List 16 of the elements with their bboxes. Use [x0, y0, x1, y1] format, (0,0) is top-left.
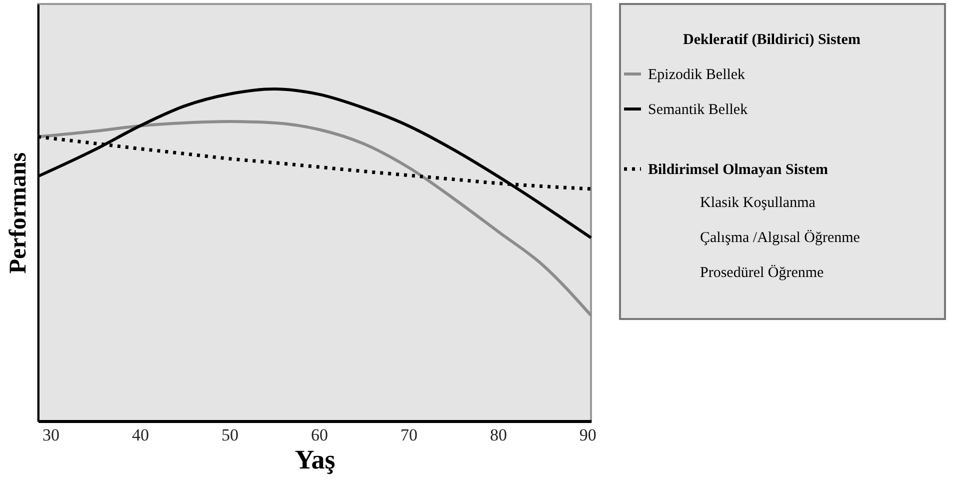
legend-title: Dekleratif (Bildirici) Sistem — [683, 32, 861, 48]
text: Prosedürel Öğrenme — [700, 264, 824, 281]
x-tick-label: 90 — [579, 426, 596, 444]
x-axis-title: Yaş — [294, 444, 336, 474]
x-tick-label: 30 — [42, 426, 60, 444]
legend-label: Epizodik Bellek — [648, 67, 746, 83]
text: Klasik Koşullanma — [700, 195, 816, 211]
x-tick-label: 60 — [310, 426, 328, 444]
x-tick-label: 80 — [490, 426, 507, 444]
text: Çalışma /Algısal Öğrenme — [700, 229, 860, 246]
y-axis-title: Performans — [6, 152, 32, 274]
x-tick-label: 40 — [132, 426, 150, 444]
x-tick-label: 50 — [221, 426, 238, 444]
legend-label: Bildirimsel Olmayan Sistem — [648, 162, 829, 178]
legend-label: Semantik Bellek — [648, 102, 748, 118]
x-tick-label: 70 — [400, 426, 418, 444]
